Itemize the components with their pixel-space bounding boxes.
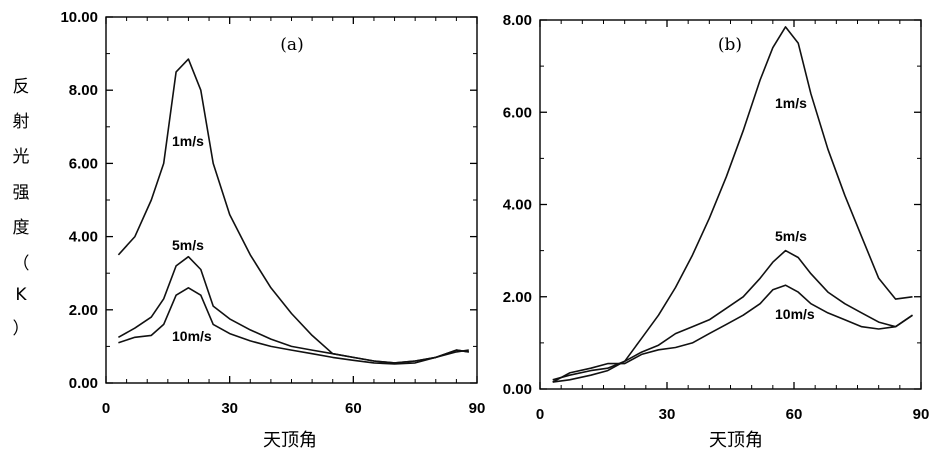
series-label: 5m/s [775, 228, 807, 244]
x-axis-title: 天顶角 [263, 430, 317, 451]
y-tick-label: 4.00 [503, 197, 532, 214]
x-tick-label: 0 [536, 406, 544, 423]
y-tick-label: 0.00 [69, 375, 98, 392]
x-axis-title: 天顶角 [709, 430, 763, 451]
panel-label: (b) [718, 35, 742, 55]
plot-frame [539, 19, 922, 390]
panel-label: (a) [280, 35, 303, 55]
series-line-1m-s [552, 26, 913, 383]
y-tick-label: 2.00 [503, 289, 532, 306]
x-tick-label: 60 [345, 400, 362, 417]
y-tick-label: 6.00 [503, 104, 532, 121]
y-axis-title: 反射光强度（ K） [13, 77, 30, 339]
series-label: 10m/s [172, 328, 212, 344]
x-tick-label: 30 [659, 406, 676, 423]
y-tick-label: 6.00 [69, 155, 98, 172]
x-tick-label: 90 [469, 400, 486, 417]
y-tick-label: 2.00 [69, 302, 98, 319]
chart-panel-b: 0 30 60 90 0.00 2.00 4.00 6.00 8.00 1m/s 5m/s 10m/s… [503, 12, 930, 451]
y-tick-label: 8.00 [69, 82, 98, 99]
series-line-5m-s [552, 249, 913, 381]
x-tick-label: 90 [913, 406, 930, 423]
series-label: 1m/s [775, 95, 807, 111]
chart-panel-a: 0 30 60 90 0.00 2.00 4.00 6.00 8.00 10.00 1m/s 5m/s… [13, 9, 486, 451]
y-tick-label: 8.00 [503, 12, 532, 29]
series-line-10m-s [118, 286, 469, 365]
plot-frame [105, 16, 478, 384]
series-label: 10m/s [775, 306, 815, 322]
x-tick-label: 60 [786, 406, 803, 423]
series-label: 1m/s [172, 133, 204, 149]
x-tick-label: 0 [102, 400, 110, 417]
series-label: 5m/s [172, 237, 204, 253]
series-line-1m-s [117, 58, 469, 364]
y-tick-label: 10.00 [60, 9, 98, 26]
series-line-5m-s [118, 255, 469, 364]
y-tick-label: 4.00 [69, 229, 98, 246]
x-tick-label: 30 [221, 400, 238, 417]
y-tick-label: 0.00 [503, 381, 532, 398]
series-line-10m-s [552, 284, 913, 383]
